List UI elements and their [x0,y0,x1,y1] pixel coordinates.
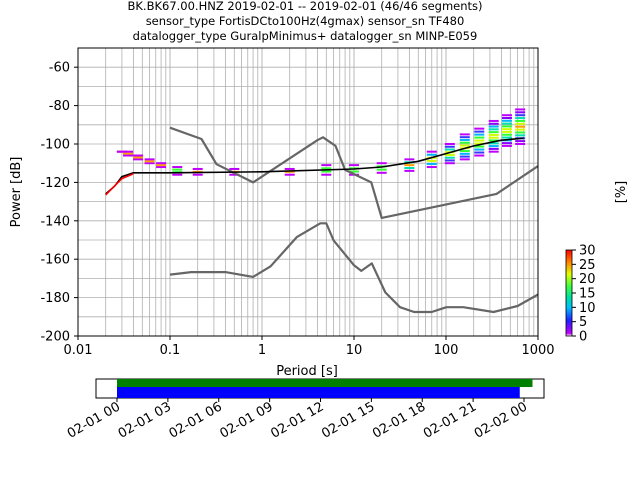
colorbar-tick-label: 20 [579,272,596,287]
title-line-1: BK.BK67.00.HNZ 2019-02-01 -- 2019-02-01 … [127,0,482,13]
y-tick-label: -80 [49,99,70,114]
noise-model-line [169,126,539,219]
title-line-3: datalogger_type GuralpMinimus+ datalogge… [133,29,478,43]
colorbar-tick-label: 30 [579,244,596,259]
x-tick-label: 0.1 [160,343,181,358]
colorbar-label: [%] [614,181,629,204]
x-tick-label: 10 [346,343,363,358]
x-tick-label: 100 [434,343,459,358]
timeline-tick-label: 02-01 21 [421,399,479,441]
timeline-tick-label: 02-01 12 [268,399,326,441]
y-tick-label: -180 [40,291,70,306]
timeline-tick-label: 02-01 18 [370,399,428,441]
colorbar-tick-label: 25 [579,258,596,273]
colorbar [565,249,573,337]
timeline-bar-data [117,387,520,398]
timeline-bar-coverage [117,379,533,387]
timeline-tick-label: 02-01 09 [218,399,276,441]
timeline-tick-label: 02-01 03 [116,399,174,441]
plot-frame [77,47,539,337]
ppsd-statistic-line [105,137,524,195]
y-axis-label: Power [dB] [9,157,24,228]
y-tick-label: -200 [40,330,70,345]
y-tick-label: -140 [40,214,70,229]
timeline-tick-label: 02-02 00 [472,399,530,441]
timeline-bars [117,379,533,398]
ppsd-statistic-line [105,173,134,196]
timeline-tick-label: 02-01 06 [167,399,225,441]
x-tick-label: 0.01 [64,343,93,358]
grid-lines [77,47,538,337]
psd-histogram-cloud [116,108,526,176]
colorbar-tick-label: 0 [579,330,587,345]
y-axis-ticks: -60 -80 -100 -120 -140 -160 -180 -200 [40,61,78,345]
title-line-2: sensor_type FortisDCto100Hz(4gmax) senso… [146,14,465,28]
series-lines [105,126,539,314]
y-tick-label: -60 [49,61,70,76]
colorbar-tick-label: 10 [579,301,596,316]
x-axis-ticks: 0.01 0.1 1 10 100 1000 [64,336,555,358]
timeline-tick-label: 02-01 15 [319,399,377,441]
timeline-tick-label: 02-01 00 [65,399,123,441]
colorbar-tick-label: 5 [579,315,587,330]
y-tick-label: -120 [40,176,70,191]
x-tick-label: 1 [258,343,266,358]
y-tick-label: -160 [40,253,70,268]
x-tick-label: 1000 [521,343,554,358]
x-axis-label: Period [s] [276,364,338,379]
y-tick-label: -100 [40,138,70,153]
colorbar-tick-label: 15 [579,287,596,302]
noise-model-line [169,222,539,314]
